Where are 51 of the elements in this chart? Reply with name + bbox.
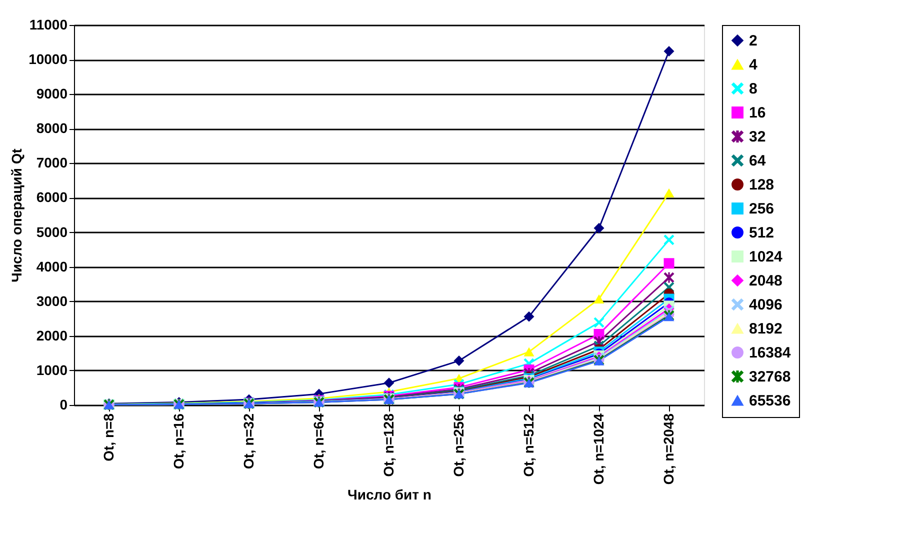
legend-label: 128 (749, 176, 774, 194)
y-tick-label: 1000 (36, 362, 68, 378)
y-tick-label: 10000 (28, 51, 68, 68)
legend-label: 16384 (749, 344, 792, 362)
point (524, 347, 534, 356)
y-tick-label: 0 (60, 396, 68, 412)
x-tick-label: Ot, n=32 (240, 413, 256, 470)
y-tick-label: 7000 (36, 154, 68, 171)
x-tick-label: Ot, n=8 (100, 413, 116, 462)
legend-label: 8 (749, 80, 758, 98)
x-tick-label: Ot, n=128 (380, 413, 396, 477)
legend-label: 64 (749, 152, 766, 170)
point (664, 272, 674, 283)
legend-label: 512 (749, 224, 774, 242)
y-tick-label: 3000 (36, 292, 68, 309)
legend-label: 32 (749, 128, 766, 146)
x-tick-label: Ot, n=16 (170, 413, 186, 470)
x-tick-label: Ot, n=512 (520, 413, 536, 477)
point (454, 356, 464, 366)
point (594, 222, 604, 234)
y-tick-label: 8000 (36, 120, 68, 136)
y-tick-label: 11000 (29, 16, 68, 32)
y-tick-label: 2000 (36, 327, 68, 344)
legend-label: 8192 (749, 320, 782, 338)
point (664, 46, 674, 56)
y-tick-label: 6000 (36, 189, 68, 206)
x-tick-label: Ot, n=64 (310, 413, 326, 470)
legend-label: 4096 (749, 296, 782, 314)
legend-label: 16 (749, 104, 766, 122)
point (664, 234, 674, 246)
y-axis-title: Число операций Qt (8, 148, 25, 282)
y-tick-label: 5000 (36, 224, 68, 240)
x-tick-label: Ot, n=256 (450, 413, 466, 477)
point (594, 317, 604, 328)
y-tick-label: 9000 (36, 86, 68, 102)
legend-label: 2048 (749, 272, 782, 290)
point (384, 378, 394, 388)
legend-label: 256 (749, 200, 774, 218)
point (594, 294, 604, 304)
legend-label: 65536 (749, 392, 791, 410)
legend-label: 32768 (749, 368, 791, 386)
point (664, 188, 674, 198)
legend-label: 1024 (749, 248, 784, 266)
x-axis-title: Число бит n (348, 486, 432, 503)
y-tick-label: 4000 (36, 258, 68, 274)
point (664, 258, 674, 269)
x-tick-label: Ot, n=1024 (590, 413, 606, 485)
legend-label: 4 (749, 56, 758, 74)
x-tick-label: Ot, n=2048 (660, 413, 676, 485)
point (524, 311, 534, 322)
legend-label: 2 (749, 32, 758, 50)
